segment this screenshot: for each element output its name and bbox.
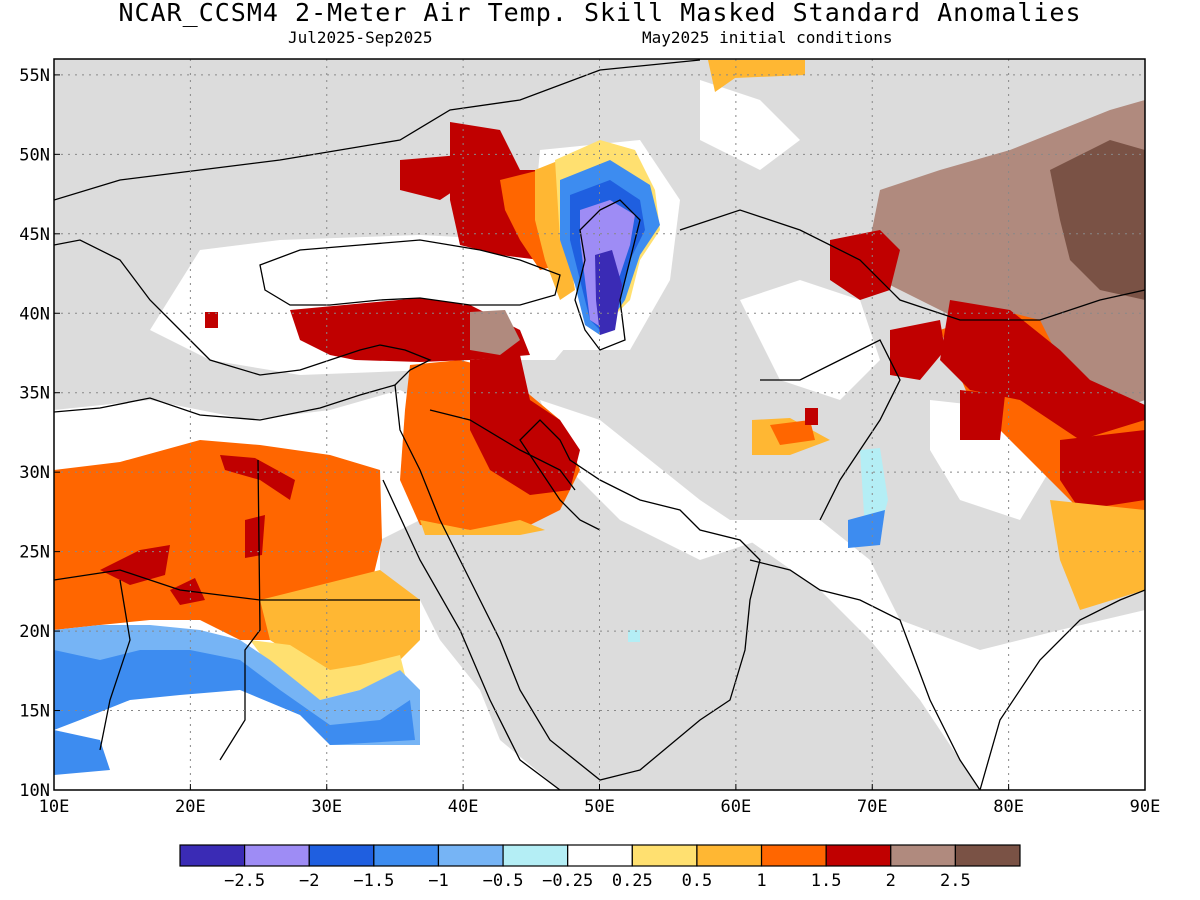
- y-tick-label: 15N: [19, 702, 50, 722]
- colorbar-swatch: [631, 844, 698, 867]
- colorbar-label: 1: [756, 871, 766, 891]
- y-tick-label: 50N: [19, 145, 50, 165]
- colorbar-label: −1.5: [353, 871, 394, 891]
- x-tick-label: 30E: [311, 797, 342, 817]
- map-title: NCAR_CCSM4 2-Meter Air Temp. Skill Maske…: [118, 0, 1082, 27]
- colorbar-swatch: [825, 844, 892, 867]
- y-tick-label: 45N: [19, 225, 50, 245]
- x-tick-label: 20E: [175, 797, 206, 817]
- y-tick-label: 25N: [19, 543, 50, 563]
- y-tick-label: 10N: [19, 781, 50, 801]
- y-tick-label: 20N: [19, 622, 50, 642]
- y-tick-label: 30N: [19, 463, 50, 483]
- colorbar-label: 1.5: [811, 871, 842, 891]
- colorbar-label: 0.25: [612, 871, 653, 891]
- middle-east-warm: [205, 298, 580, 535]
- x-tick-label: 40E: [448, 797, 479, 817]
- latitude-axis: 10N 15N 20N 25N 30N 35N 40N 45N 50N 55N: [19, 66, 60, 801]
- colorbar-label: −2.5: [224, 871, 265, 891]
- colorbar-swatch: [890, 844, 956, 867]
- colorbar-swatch: [179, 844, 246, 867]
- colorbar-label: 2: [886, 871, 896, 891]
- colorbar: −2.5 −2 −1.5 −1 −0.5 −0.25 0.25 0.5 1 1.5 2 2.5: [179, 844, 1021, 891]
- colorbar-label: −0.5: [483, 871, 524, 891]
- colorbar-label: 2.5: [940, 871, 971, 891]
- initial-conditions: May2025 initial conditions: [642, 28, 893, 47]
- colorbar-swatch: [502, 844, 569, 867]
- y-tick-label: 40N: [19, 304, 50, 324]
- colorbar-label: −2: [299, 871, 319, 891]
- colorbar-swatch: [760, 844, 827, 867]
- forecast-period: Jul2025-Sep2025: [288, 28, 433, 47]
- colorbar-swatch: [244, 844, 310, 867]
- colorbar-swatch: [308, 844, 375, 867]
- colorbar-swatch: [954, 844, 1021, 867]
- y-tick-label: 35N: [19, 384, 50, 404]
- colorbar-label: −0.25: [542, 871, 593, 891]
- colorbar-swatch: [373, 844, 440, 867]
- x-tick-label: 80E: [993, 797, 1024, 817]
- x-tick-label: 50E: [584, 797, 615, 817]
- coastlines: [54, 59, 1145, 790]
- longitude-axis: 10E 20E 30E 40E 50E 60E 70E 80E 90E: [39, 784, 1161, 817]
- x-tick-label: 90E: [1130, 797, 1161, 817]
- colorbar-label: 0.5: [682, 871, 713, 891]
- colorbar-swatch: [696, 844, 763, 867]
- x-tick-label: 70E: [857, 797, 888, 817]
- map-gridlines: [54, 59, 1145, 790]
- south-asia-patches: [628, 408, 888, 642]
- colorbar-swatch: [567, 844, 633, 867]
- x-tick-label: 60E: [721, 797, 752, 817]
- colorbar-label: −1: [428, 871, 448, 891]
- y-tick-label: 55N: [19, 66, 50, 86]
- x-tick-label: 10E: [39, 797, 70, 817]
- colorbar-swatch: [437, 844, 504, 867]
- caspian-region: [400, 60, 805, 335]
